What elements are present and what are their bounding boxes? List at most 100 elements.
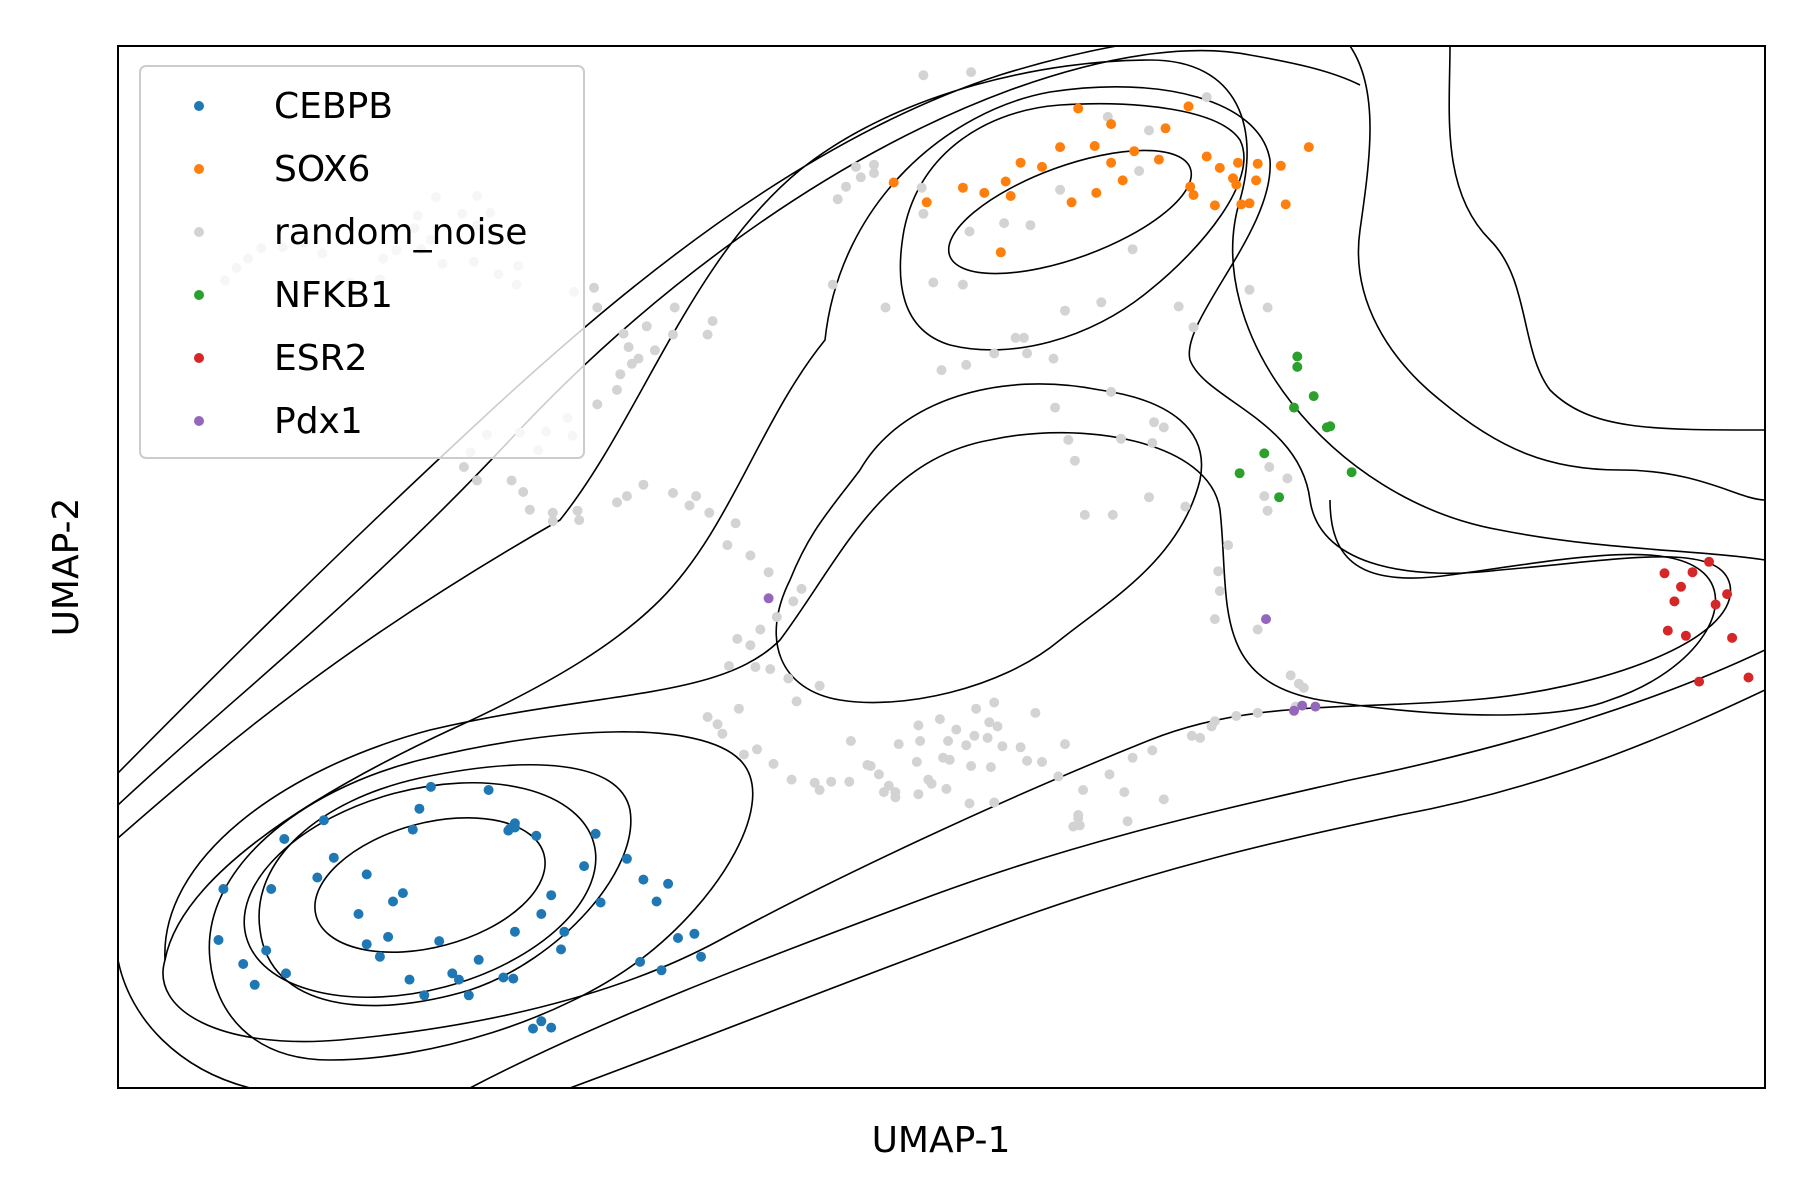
data-point — [615, 369, 626, 380]
data-point — [926, 778, 937, 789]
data-point — [745, 550, 756, 561]
data-point — [1000, 176, 1011, 187]
data-point — [419, 990, 430, 1001]
data-point — [1325, 421, 1336, 432]
data-point — [921, 197, 932, 208]
data-point — [1022, 755, 1033, 766]
data-point — [1055, 142, 1066, 153]
data-point — [936, 365, 947, 376]
data-point — [1209, 614, 1220, 625]
data-point — [911, 756, 922, 767]
data-point — [425, 781, 436, 792]
contour-line — [569, 689, 1765, 1088]
data-point — [984, 717, 995, 728]
legend-marker — [194, 290, 204, 300]
data-point — [463, 990, 474, 1001]
data-point — [453, 974, 464, 985]
data-point — [1346, 467, 1357, 478]
data-point — [1117, 175, 1128, 186]
data-point — [1234, 468, 1245, 479]
data-point — [855, 172, 866, 183]
data-point — [1180, 501, 1191, 512]
data-point — [989, 697, 1000, 708]
data-point — [1244, 284, 1255, 295]
data-point — [1060, 305, 1070, 316]
data-point — [1079, 509, 1090, 520]
data-point — [612, 497, 622, 508]
data-point — [783, 673, 794, 684]
data-point — [1252, 624, 1263, 635]
contour-line — [469, 649, 1765, 1088]
data-point — [755, 624, 766, 635]
data-point — [1261, 614, 1271, 625]
data-point — [814, 785, 825, 795]
data-point — [1231, 179, 1242, 190]
data-point — [1188, 322, 1199, 333]
legend-marker — [194, 353, 204, 363]
data-point — [572, 505, 583, 516]
data-point — [1147, 438, 1158, 448]
data-point — [1116, 433, 1126, 444]
contour-line — [1349, 46, 1765, 501]
data-point — [1037, 161, 1047, 172]
data-point — [964, 798, 975, 809]
legend-entry: SOX6 — [194, 149, 370, 190]
data-point — [536, 909, 547, 919]
legend-label: NFKB1 — [274, 275, 393, 316]
data-point — [969, 730, 980, 741]
data-point — [414, 803, 425, 814]
data-point — [473, 954, 484, 965]
data-point — [635, 956, 646, 967]
data-point — [1743, 672, 1754, 683]
data-point — [733, 703, 744, 714]
data-point — [1201, 92, 1212, 103]
data-point — [951, 724, 962, 735]
contour-line — [899, 103, 1245, 351]
data-point — [966, 67, 977, 78]
data-point — [873, 769, 884, 780]
data-point — [1063, 434, 1074, 445]
legend-box — [139, 65, 585, 459]
data-point — [832, 194, 843, 205]
data-point — [633, 353, 644, 364]
data-point — [518, 487, 529, 497]
data-point — [865, 761, 876, 771]
data-point — [869, 168, 879, 179]
data-point — [1091, 187, 1102, 198]
contour-line — [118, 959, 251, 1088]
data-point — [771, 612, 782, 622]
data-point — [684, 500, 695, 511]
data-point — [1297, 700, 1308, 711]
data-point — [788, 596, 799, 607]
data-point — [669, 302, 680, 313]
data-point — [623, 342, 634, 353]
data-point — [483, 785, 494, 795]
data-point — [1122, 816, 1133, 827]
contour-line — [314, 816, 546, 954]
data-point — [1710, 599, 1721, 610]
data-point — [361, 869, 372, 880]
data-point — [763, 593, 774, 604]
data-point — [1037, 756, 1047, 767]
data-point — [638, 479, 649, 490]
data-point — [1236, 199, 1247, 210]
contour-line — [208, 731, 754, 1061]
data-point — [531, 830, 542, 841]
data-point — [890, 792, 901, 803]
data-point — [1252, 158, 1263, 169]
data-point — [913, 789, 924, 800]
data-point — [809, 777, 820, 788]
data-point — [1015, 157, 1026, 168]
data-point — [1066, 197, 1077, 208]
series-esr2 — [1659, 556, 1754, 687]
data-point — [528, 1023, 538, 1034]
legend-entry: NFKB1 — [194, 275, 393, 316]
data-point — [971, 703, 982, 714]
data-point — [1289, 705, 1299, 716]
data-point — [1173, 301, 1184, 312]
data-point — [1158, 422, 1169, 433]
data-point — [1153, 154, 1164, 165]
plot-frame — [117, 45, 1766, 1089]
data-point — [707, 316, 718, 327]
data-point — [621, 853, 632, 864]
